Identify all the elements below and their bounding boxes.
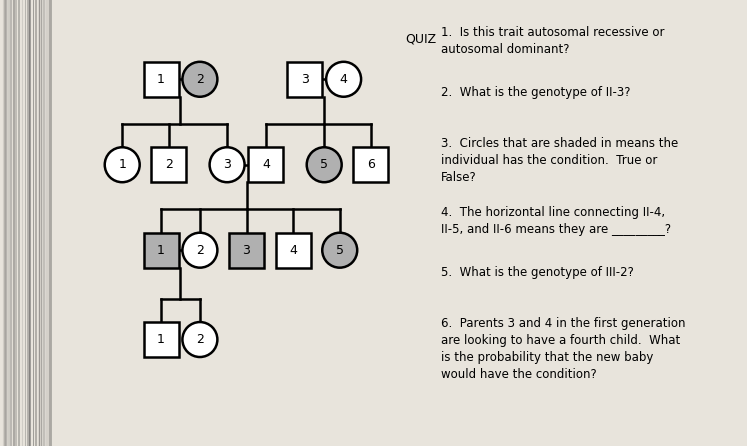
Circle shape — [182, 62, 217, 97]
Circle shape — [105, 147, 140, 182]
Text: 4: 4 — [289, 244, 297, 257]
FancyBboxPatch shape — [143, 233, 179, 268]
FancyBboxPatch shape — [143, 62, 179, 97]
Circle shape — [182, 322, 217, 357]
Text: QUIZ: QUIZ — [406, 33, 437, 45]
Circle shape — [322, 233, 357, 268]
Text: 5: 5 — [320, 158, 328, 171]
Text: 1.  Is this trait autosomal recessive or
autosomal dominant?: 1. Is this trait autosomal recessive or … — [441, 26, 664, 56]
Text: 1: 1 — [157, 244, 165, 257]
Text: 5: 5 — [335, 244, 344, 257]
Text: 2: 2 — [196, 244, 204, 257]
Text: 4.  The horizontal line connecting II-4,
II-5, and II-6 means they are _________: 4. The horizontal line connecting II-4, … — [441, 206, 671, 236]
FancyBboxPatch shape — [353, 147, 388, 182]
Text: 1: 1 — [157, 333, 165, 346]
Text: 4: 4 — [262, 158, 270, 171]
FancyBboxPatch shape — [152, 147, 186, 182]
Text: 2.  What is the genotype of II-3?: 2. What is the genotype of II-3? — [441, 86, 630, 99]
Circle shape — [307, 147, 341, 182]
Circle shape — [326, 62, 361, 97]
Text: 3: 3 — [301, 73, 309, 86]
Text: 2: 2 — [196, 73, 204, 86]
Text: 6.  Parents 3 and 4 in the first generation
are looking to have a fourth child. : 6. Parents 3 and 4 in the first generati… — [441, 317, 685, 381]
Text: 1: 1 — [118, 158, 126, 171]
Text: 2: 2 — [196, 333, 204, 346]
Text: 3: 3 — [223, 158, 231, 171]
Text: 2: 2 — [165, 158, 173, 171]
Circle shape — [210, 147, 244, 182]
FancyBboxPatch shape — [276, 233, 311, 268]
FancyBboxPatch shape — [288, 62, 322, 97]
Text: 4: 4 — [340, 73, 347, 86]
FancyBboxPatch shape — [143, 322, 179, 357]
Text: 5.  What is the genotype of III-2?: 5. What is the genotype of III-2? — [441, 266, 633, 279]
FancyBboxPatch shape — [249, 147, 283, 182]
Text: 6: 6 — [367, 158, 375, 171]
Text: 3: 3 — [243, 244, 250, 257]
Circle shape — [182, 233, 217, 268]
Text: 1: 1 — [157, 73, 165, 86]
FancyBboxPatch shape — [229, 233, 264, 268]
Text: 3.  Circles that are shaded in means the
individual has the condition.  True or
: 3. Circles that are shaded in means the … — [441, 137, 678, 184]
